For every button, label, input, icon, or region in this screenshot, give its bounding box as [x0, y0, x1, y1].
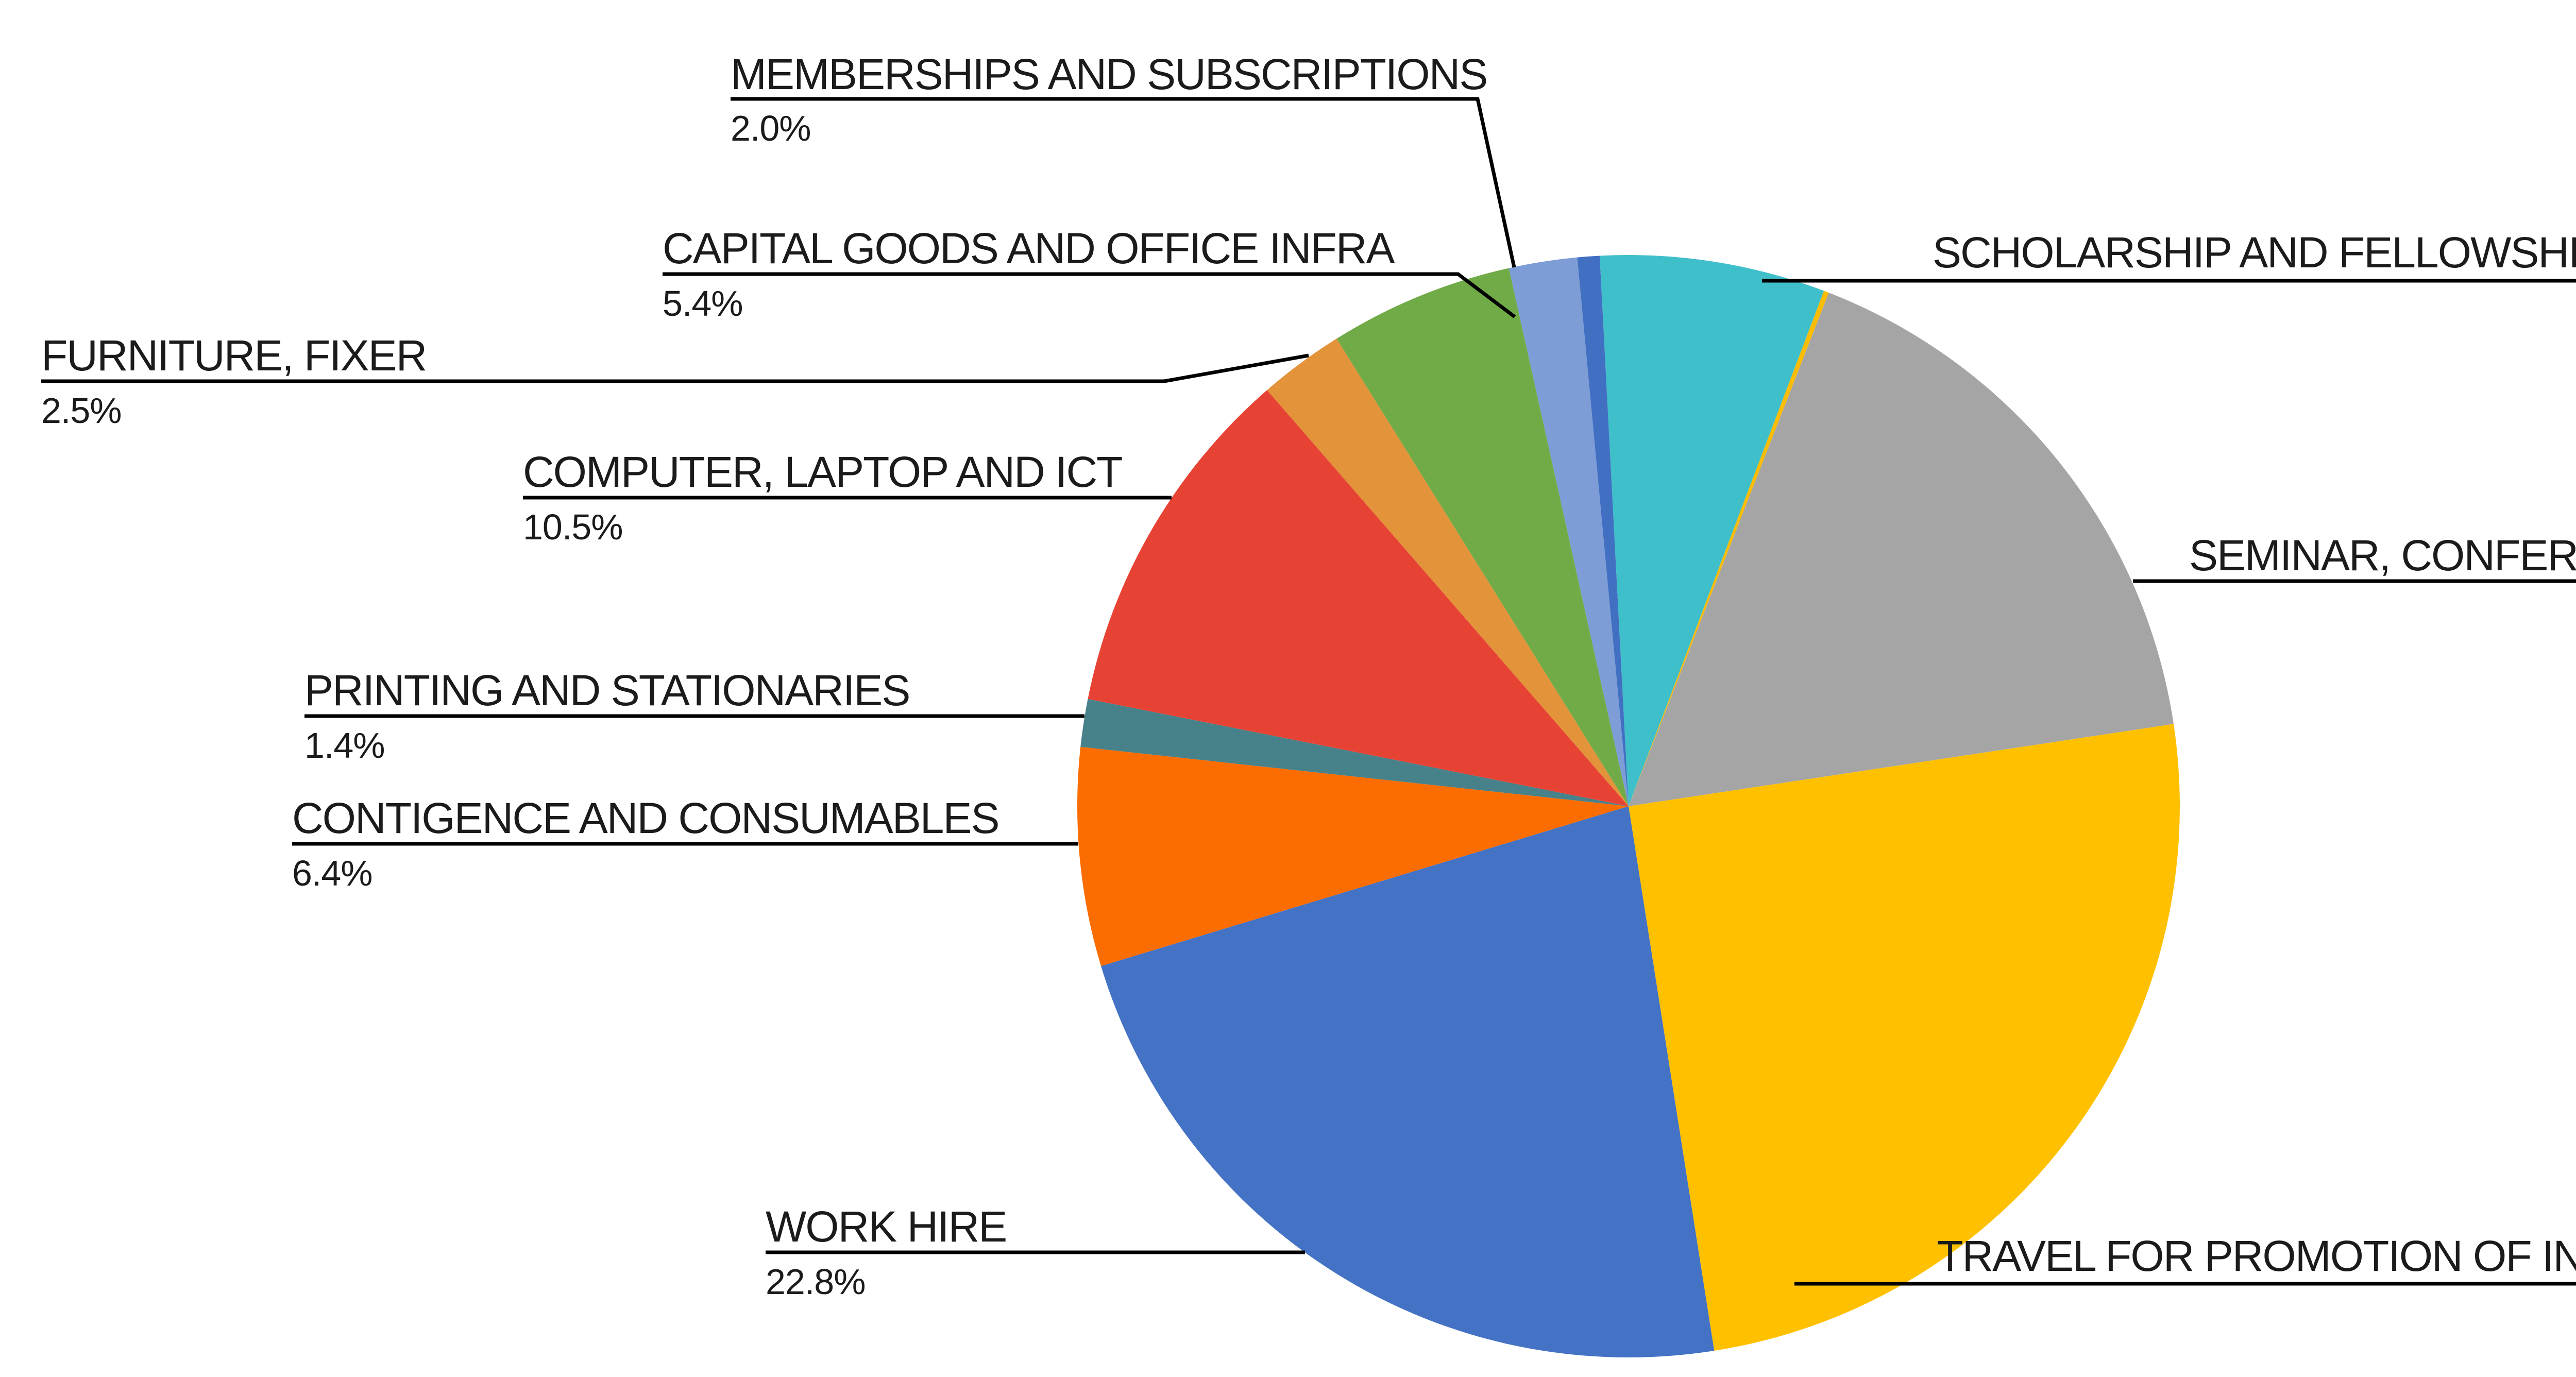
- slice-work-hire[interactable]: [1101, 806, 1715, 1357]
- label-contigence: CONTIGENCE AND CONSUMABLES: [292, 794, 1000, 842]
- label-travel: TRAVEL FOR PROMOTION OF INTERNATIONAL RE…: [1937, 1232, 2576, 1280]
- slice-printing[interactable]: [1080, 699, 1629, 806]
- slice-travel[interactable]: [1629, 724, 2180, 1351]
- label-memberships: MEMBERSHIPS AND SUBSCRIPTIONS: [731, 50, 1488, 98]
- slice-furniture[interactable]: [1267, 338, 1629, 806]
- slice-seminar[interactable]: [1629, 293, 2174, 806]
- label-furniture: FURNITURE, FIXER: [41, 331, 427, 380]
- label-work-hire: WORK HIRE: [766, 1202, 1007, 1251]
- slice-capital[interactable]: [1336, 268, 1629, 807]
- leader-capital: [663, 272, 1516, 318]
- pct-printing: 1.4%: [304, 725, 385, 766]
- slice-micro-blue[interactable]: [1577, 256, 1629, 807]
- label-printing: PRINTING AND STATIONARIES: [304, 666, 910, 715]
- pct-furniture: 2.5%: [41, 390, 122, 431]
- pct-contigence: 6.4%: [292, 853, 373, 893]
- pct-capital: 5.4%: [663, 283, 743, 324]
- slice-micro-gold[interactable]: [1629, 291, 1829, 807]
- slice-scholarship[interactable]: [1600, 255, 1824, 806]
- slice-contigence[interactable]: [1077, 746, 1629, 966]
- slice-computer[interactable]: [1088, 390, 1629, 806]
- leader-memberships: [731, 97, 1516, 268]
- label-scholarship: SCHOLARSHIP AND FELLOWSHIP, AWARDS, REWA…: [1932, 228, 2576, 277]
- pct-computer: 10.5%: [523, 507, 623, 547]
- label-capital: CAPITAL GOODS AND OFFICE INFRA: [663, 224, 1395, 273]
- label-computer: COMPUTER, LAPTOP AND ICT: [523, 448, 1123, 496]
- pct-work-hire: 22.8%: [766, 1262, 866, 1302]
- pct-memberships: 2.0%: [731, 108, 811, 148]
- leader-furniture: [41, 353, 1309, 383]
- slice-memberships[interactable]: [1509, 257, 1629, 807]
- label-seminar: SEMINAR, CONFERENCE, EVENTS AND DELE...: [2189, 531, 2576, 580]
